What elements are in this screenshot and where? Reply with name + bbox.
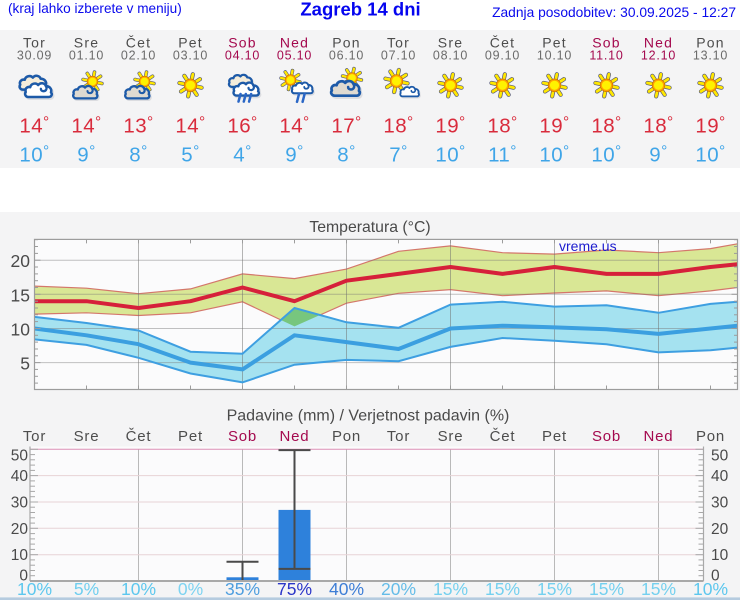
svg-text:14°: 14° — [19, 114, 49, 138]
svg-text:18°: 18° — [591, 114, 621, 138]
svg-text:Čet: Čet — [126, 35, 151, 51]
svg-text:14°: 14° — [71, 114, 101, 138]
svg-text:Tor: Tor — [387, 35, 410, 51]
svg-text:75%: 75% — [277, 579, 312, 599]
svg-text:Tor: Tor — [23, 35, 46, 51]
svg-text:Tor: Tor — [23, 428, 46, 445]
svg-text:40: 40 — [11, 468, 29, 485]
svg-text:10.10: 10.10 — [537, 48, 572, 62]
svg-text:18°: 18° — [643, 114, 673, 138]
svg-text:10°: 10° — [695, 143, 725, 167]
svg-text:15%: 15% — [537, 579, 572, 599]
svg-text:15%: 15% — [589, 579, 624, 599]
svg-text:01.10: 01.10 — [69, 48, 104, 62]
svg-text:19°: 19° — [539, 114, 569, 138]
svg-text:5%: 5% — [74, 579, 99, 599]
svg-text:14°: 14° — [175, 114, 205, 138]
svg-text:15%: 15% — [641, 579, 676, 599]
svg-text:0: 0 — [19, 568, 28, 585]
svg-text:13°: 13° — [123, 114, 153, 138]
svg-text:19°: 19° — [435, 114, 465, 138]
svg-text:50: 50 — [711, 447, 729, 464]
svg-text:11°: 11° — [488, 143, 517, 167]
svg-text:15%: 15% — [433, 579, 468, 599]
svg-text:09.10: 09.10 — [485, 48, 520, 62]
svg-text:Ned: Ned — [644, 35, 673, 51]
svg-text:50: 50 — [11, 447, 29, 464]
svg-text:Ned: Ned — [644, 428, 674, 445]
svg-text:10: 10 — [711, 547, 729, 564]
svg-text:0: 0 — [711, 568, 720, 585]
svg-text:20%: 20% — [381, 579, 416, 599]
svg-text:20: 20 — [11, 251, 31, 271]
svg-text:15: 15 — [11, 285, 30, 305]
svg-text:05.10: 05.10 — [277, 48, 312, 62]
svg-text:Sob: Sob — [228, 35, 257, 51]
svg-text:30: 30 — [11, 495, 29, 512]
svg-text:18°: 18° — [487, 114, 517, 138]
svg-text:Padavine (mm) / Verjetnost pad: Padavine (mm) / Verjetnost padavin (%) — [227, 407, 510, 424]
svg-text:16°: 16° — [227, 114, 257, 138]
svg-text:07.10: 07.10 — [381, 48, 416, 62]
svg-text:Zadnja posodobitev: 30.09.2025: Zadnja posodobitev: 30.09.2025 - 12:27 — [492, 5, 736, 20]
svg-text:5: 5 — [20, 354, 30, 374]
svg-text:Ned: Ned — [280, 428, 310, 445]
svg-text:10°: 10° — [591, 143, 621, 167]
svg-text:Sob: Sob — [228, 428, 257, 445]
svg-text:04.10: 04.10 — [225, 48, 260, 62]
svg-text:10: 10 — [11, 320, 31, 340]
svg-text:vreme.us: vreme.us — [559, 238, 617, 254]
svg-text:Čet: Čet — [490, 428, 516, 445]
svg-text:Sob: Sob — [592, 35, 621, 51]
svg-text:Sre: Sre — [438, 35, 463, 51]
svg-text:10°: 10° — [435, 143, 465, 167]
svg-text:17°: 17° — [331, 114, 361, 138]
svg-text:18°: 18° — [383, 114, 413, 138]
svg-text:Pon: Pon — [696, 428, 725, 445]
svg-text:11.10: 11.10 — [589, 48, 623, 62]
svg-text:13.10: 13.10 — [693, 48, 728, 62]
svg-text:08.10: 08.10 — [433, 48, 468, 62]
svg-text:10%: 10% — [121, 579, 156, 599]
svg-text:Sre: Sre — [438, 428, 464, 445]
svg-text:12.10: 12.10 — [641, 48, 676, 62]
svg-text:Pet: Pet — [542, 428, 567, 445]
svg-text:Pon: Pon — [332, 428, 361, 445]
svg-text:35%: 35% — [225, 579, 260, 599]
svg-text:Pet: Pet — [542, 35, 567, 51]
svg-text:10%: 10% — [17, 579, 52, 599]
svg-text:10: 10 — [11, 547, 29, 564]
svg-text:15%: 15% — [485, 579, 520, 599]
svg-text:40%: 40% — [329, 579, 364, 599]
svg-text:Tor: Tor — [387, 428, 410, 445]
svg-text:Ned: Ned — [280, 35, 309, 51]
svg-text:Pet: Pet — [178, 35, 203, 51]
svg-text:Temperatura (°C): Temperatura (°C) — [309, 219, 430, 236]
svg-text:10%: 10% — [693, 579, 728, 599]
svg-text:30.09: 30.09 — [17, 48, 52, 62]
svg-text:40: 40 — [711, 468, 729, 485]
svg-text:10°: 10° — [19, 143, 49, 167]
svg-text:14°: 14° — [279, 114, 309, 138]
svg-text:02.10: 02.10 — [121, 48, 156, 62]
svg-text:Pon: Pon — [696, 35, 725, 51]
svg-text:Čet: Čet — [490, 35, 515, 51]
svg-text:Sob: Sob — [592, 428, 621, 445]
svg-text:03.10: 03.10 — [173, 48, 208, 62]
svg-text:Sre: Sre — [74, 428, 100, 445]
svg-text:30: 30 — [711, 495, 729, 512]
svg-text:Pon: Pon — [332, 35, 361, 51]
svg-text:(kraj lahko izberete v meniju): (kraj lahko izberete v meniju) — [8, 1, 182, 16]
svg-text:Zagreb 14 dni: Zagreb 14 dni — [300, 0, 420, 19]
svg-text:19°: 19° — [695, 114, 725, 138]
svg-text:Pet: Pet — [178, 428, 203, 445]
svg-text:Čet: Čet — [126, 428, 152, 445]
svg-text:10°: 10° — [539, 143, 569, 167]
svg-text:Sre: Sre — [74, 35, 99, 51]
svg-text:06.10: 06.10 — [329, 48, 364, 62]
svg-text:20: 20 — [711, 521, 729, 538]
svg-text:0%: 0% — [178, 579, 203, 599]
svg-text:20: 20 — [11, 521, 29, 538]
